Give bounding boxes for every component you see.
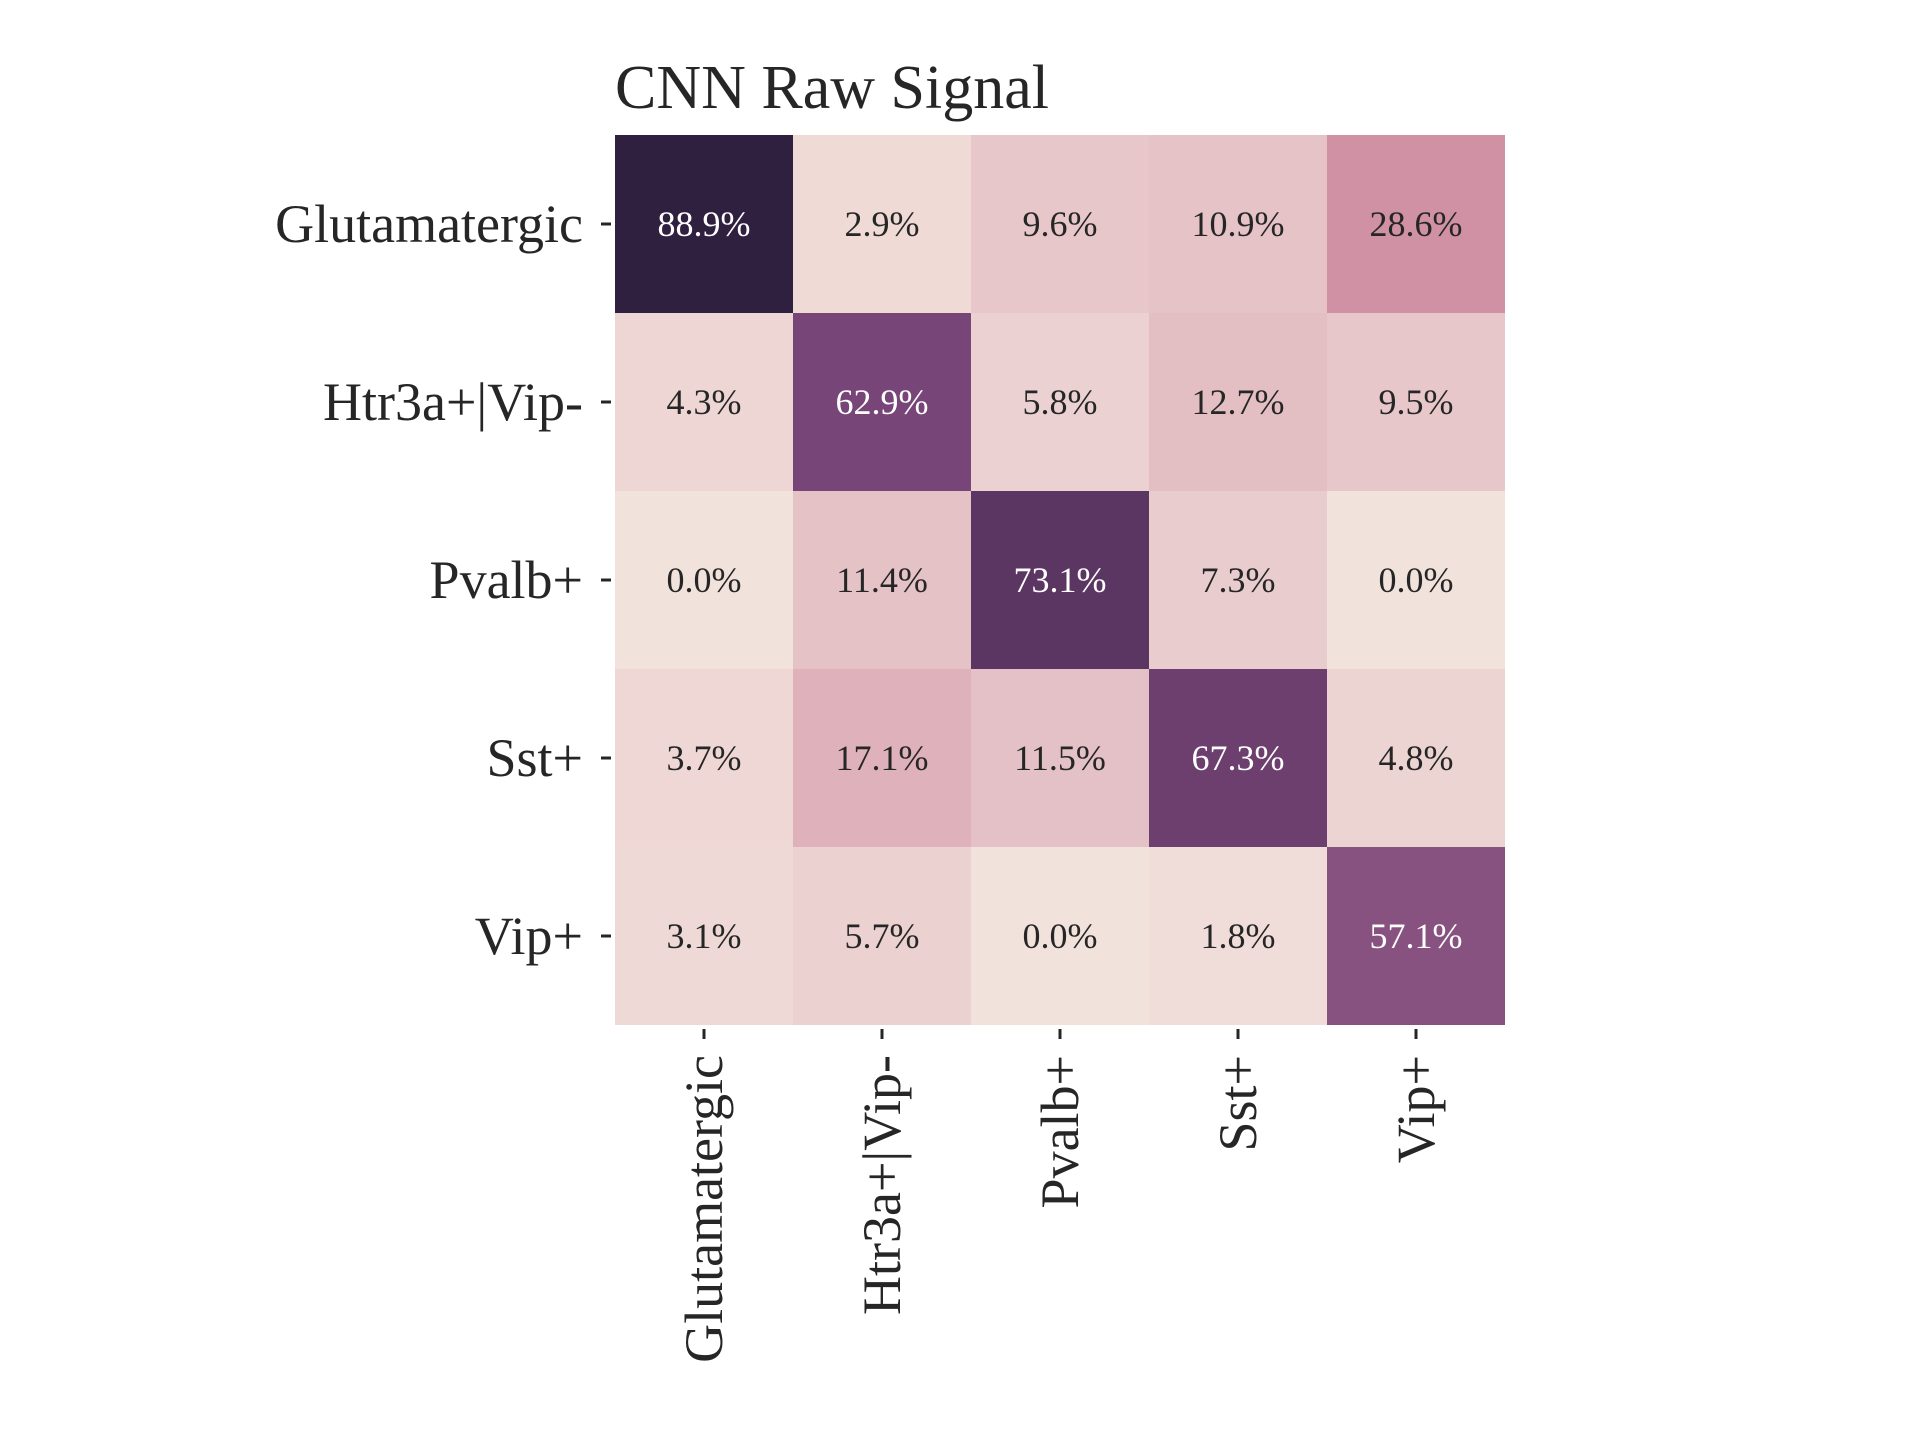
heatmap-cell — [793, 669, 971, 847]
y-tick-label: Vip+ — [475, 906, 583, 966]
cell-value-label: 88.9% — [658, 204, 751, 244]
heatmap-cell — [971, 847, 1149, 1025]
cell-value-label: 62.9% — [836, 382, 929, 422]
x-tick-label: Htr3a+|Vip- — [852, 1055, 912, 1315]
y-tick-label: Sst+ — [486, 728, 583, 788]
y-tick-label: Pvalb+ — [430, 550, 583, 610]
cell-value-label: 11.5% — [1014, 738, 1106, 778]
heatmap-cell — [793, 313, 971, 491]
cell-value-label: 4.3% — [667, 382, 742, 422]
x-tick-label: Pvalb+ — [1030, 1055, 1090, 1208]
cell-value-label: 28.6% — [1370, 204, 1463, 244]
x-tick-label: Vip+ — [1386, 1055, 1446, 1163]
cell-value-label: 3.1% — [667, 916, 742, 956]
cell-value-label: 5.7% — [845, 916, 920, 956]
heatmap-cell — [793, 135, 971, 313]
y-tick-label: Glutamatergic — [275, 194, 583, 254]
cell-value-label: 0.0% — [1023, 916, 1098, 956]
heatmap-cell — [1327, 847, 1505, 1025]
heatmap-cell — [615, 847, 793, 1025]
cell-value-label: 3.7% — [667, 738, 742, 778]
heatmap-cell — [1327, 491, 1505, 669]
heatmap-cell — [971, 135, 1149, 313]
heatmap-cell — [1149, 135, 1327, 313]
cell-value-label: 9.6% — [1023, 204, 1098, 244]
heatmap-cell — [1149, 313, 1327, 491]
cell-value-label: 0.0% — [667, 560, 742, 600]
heatmap-cell — [1149, 491, 1327, 669]
heatmap-cell — [1149, 847, 1327, 1025]
cell-value-label: 17.1% — [836, 738, 929, 778]
heatmap-cell — [615, 313, 793, 491]
cell-value-label: 5.8% — [1023, 382, 1098, 422]
cell-value-label: 57.1% — [1370, 916, 1463, 956]
x-tick-label: Sst+ — [1208, 1055, 1268, 1152]
y-tick-label: Htr3a+|Vip- — [323, 372, 583, 432]
heatmap-cell — [1327, 135, 1505, 313]
heatmap-cell — [615, 669, 793, 847]
cell-value-label: 67.3% — [1192, 738, 1285, 778]
cell-value-label: 11.4% — [836, 560, 928, 600]
heatmap-cell — [1327, 669, 1505, 847]
chart-title: CNN Raw Signal — [615, 54, 1049, 122]
heatmap-cells: 88.9% 2.9% 9.6% 10.9% 28.6% 4.3% 62.9% 5.8% 12.7… — [615, 135, 1505, 1025]
heatmap-cell — [615, 135, 793, 313]
x-tick-label: Glutamatergic — [674, 1055, 734, 1363]
axis-ticks: Glutamatergic Htr3a+|Vip- Pvalb+ Sst+ Vip+ Gl… — [275, 194, 1446, 1363]
cell-value-label: 10.9% — [1192, 204, 1285, 244]
cell-value-label: 73.1% — [1014, 560, 1107, 600]
heatmap-cell — [1327, 313, 1505, 491]
cell-value-label: 2.9% — [845, 204, 920, 244]
heatmap-cell — [971, 313, 1149, 491]
heatmap-cell — [793, 491, 971, 669]
heatmap-cell — [971, 669, 1149, 847]
cell-value-label: 9.5% — [1379, 382, 1454, 422]
cell-value-label: 7.3% — [1201, 560, 1276, 600]
cell-value-label: 0.0% — [1379, 560, 1454, 600]
heatmap-cell — [793, 847, 971, 1025]
cell-value-label: 12.7% — [1192, 382, 1285, 422]
cell-value-label: 4.8% — [1379, 738, 1454, 778]
heatmap-cell — [615, 491, 793, 669]
heatmap-cell — [971, 491, 1149, 669]
cell-value-label: 1.8% — [1201, 916, 1276, 956]
heatmap-cell — [1149, 669, 1327, 847]
